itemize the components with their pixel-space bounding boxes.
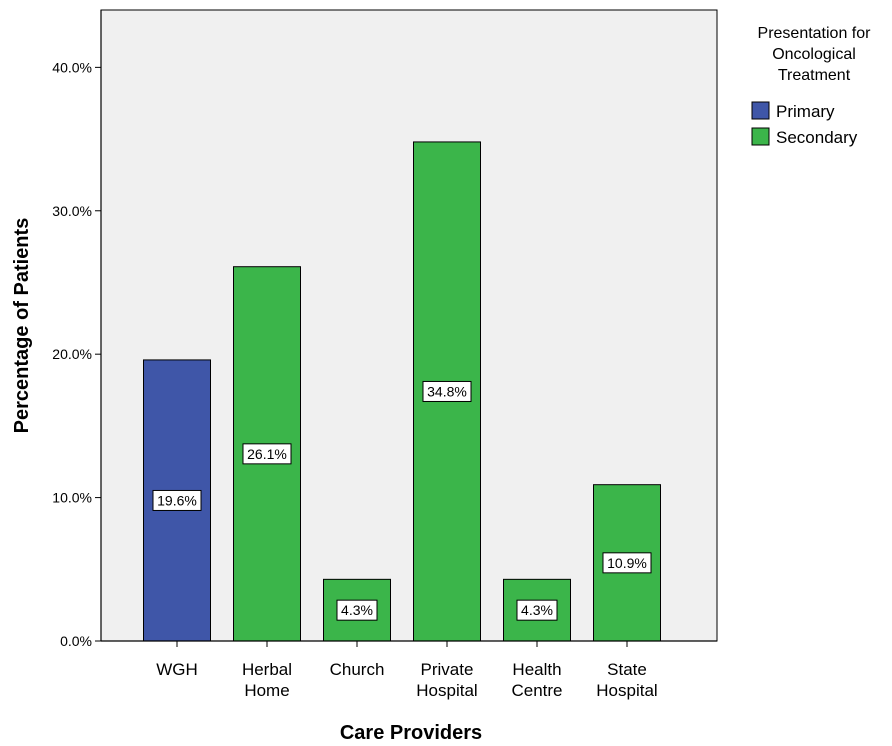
data-label-box xyxy=(422,380,472,402)
legend: Presentation for Oncological Treatment Prim… xyxy=(751,25,872,147)
data-label: 26.1% xyxy=(247,446,287,462)
x-tick-label: State Hospital xyxy=(596,660,657,700)
data-label-box xyxy=(152,489,202,511)
y-axis-title: Percentage of Patients xyxy=(11,218,33,434)
y-tick-label: 30.0% xyxy=(52,203,92,219)
data-label: 4.3% xyxy=(521,602,553,618)
legend-swatch xyxy=(751,127,770,146)
bar-group: 26.1% xyxy=(233,266,301,642)
data-label-box xyxy=(242,443,292,465)
data-label: 10.9% xyxy=(607,555,647,571)
x-tick-label: Private Hospital xyxy=(416,660,477,700)
x-tick-label: WGH xyxy=(156,660,198,679)
y-tick-label: 20.0% xyxy=(52,346,92,362)
data-label-box xyxy=(336,599,378,621)
x-axis: WGH Herbal Home Church Private Hospital Health… xyxy=(101,640,717,700)
y-tick-label: 40.0% xyxy=(52,59,92,75)
legend-item: Secondary xyxy=(751,127,858,147)
y-tick-label: 10.0% xyxy=(52,490,92,506)
y-tick-label: 0.0% xyxy=(60,633,92,649)
bar-group: 4.3% xyxy=(503,578,571,642)
data-label: 34.8% xyxy=(427,383,467,399)
data-label-box xyxy=(516,599,558,621)
y-axis: 0.0% 10.0% 20.0% 30.0% 40.0% xyxy=(52,10,102,649)
x-tick-label: Church xyxy=(330,660,385,679)
x-tick-label: Herbal Home xyxy=(242,660,292,700)
x-tick-label: Health Centre xyxy=(511,660,562,700)
bar-group: 19.6% xyxy=(143,359,211,642)
x-axis-title: Care Providers xyxy=(340,722,482,744)
legend-title: Presentation for Oncological Treatment xyxy=(758,25,872,84)
legend-label: Primary xyxy=(776,102,835,121)
bar-group: 34.8% xyxy=(413,141,481,642)
bar-group: 4.3% xyxy=(323,578,391,642)
data-label-box xyxy=(602,552,652,574)
legend-label: Secondary xyxy=(776,128,858,147)
bar-group: 10.9% xyxy=(593,484,661,642)
data-label: 19.6% xyxy=(157,492,197,508)
legend-swatch xyxy=(751,101,770,120)
bars: 19.6% 26.1% 4.3% 34.8% 4.3% 10.9% xyxy=(143,141,661,642)
legend-item: Primary xyxy=(751,101,835,121)
data-label: 4.3% xyxy=(341,602,373,618)
